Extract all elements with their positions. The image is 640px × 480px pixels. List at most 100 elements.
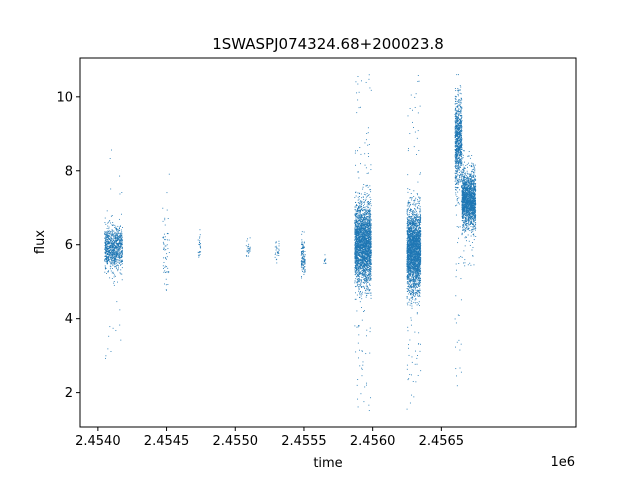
- data-point: [198, 252, 200, 254]
- data-point: [406, 267, 408, 269]
- data-point: [409, 189, 411, 190]
- data-point: [104, 255, 106, 257]
- data-point: [116, 261, 118, 263]
- data-point: [247, 238, 248, 240]
- data-point: [164, 265, 166, 267]
- data-point: [360, 229, 362, 231]
- data-point: [361, 276, 363, 278]
- data-point: [407, 188, 409, 190]
- data-point: [358, 245, 360, 247]
- data-point: [105, 250, 107, 251]
- data-point: [363, 233, 365, 234]
- data-point: [358, 171, 360, 173]
- data-point: [365, 276, 367, 277]
- data-point: [416, 313, 418, 315]
- data-point: [412, 221, 414, 223]
- data-point: [355, 229, 357, 230]
- data-point: [364, 225, 366, 226]
- data-point: [361, 222, 363, 224]
- data-point: [120, 243, 122, 245]
- data-point: [112, 243, 114, 245]
- data-point: [369, 223, 371, 225]
- data-point: [363, 250, 365, 252]
- data-point: [370, 236, 372, 238]
- data-point: [113, 247, 115, 248]
- data-point: [361, 262, 363, 264]
- data-point: [369, 252, 371, 254]
- data-point: [116, 231, 118, 233]
- data-point: [120, 237, 122, 239]
- data-point: [108, 254, 110, 256]
- data-point: [108, 242, 110, 244]
- data-point: [358, 275, 360, 276]
- data-point: [354, 282, 356, 284]
- data-point: [121, 260, 123, 262]
- data-point: [368, 229, 370, 231]
- data-point: [106, 253, 108, 255]
- data-point: [368, 278, 370, 280]
- data-point: [324, 254, 326, 256]
- data-point: [362, 258, 364, 260]
- data-point: [361, 270, 363, 272]
- data-point: [355, 242, 357, 243]
- data-point: [355, 238, 357, 239]
- data-point: [357, 228, 359, 230]
- data-point: [106, 259, 108, 261]
- data-point: [365, 290, 367, 292]
- data-point: [354, 262, 356, 264]
- data-point: [363, 263, 365, 264]
- data-point: [358, 271, 359, 273]
- data-point: [368, 247, 369, 249]
- data-point: [112, 238, 114, 240]
- data-point: [115, 237, 117, 239]
- data-point: [413, 290, 414, 292]
- data-point: [354, 208, 356, 210]
- data-point: [366, 252, 368, 253]
- data-point: [365, 265, 367, 267]
- data-point: [359, 255, 361, 257]
- data-point: [415, 285, 417, 286]
- data-point: [359, 267, 361, 269]
- data-point: [362, 227, 363, 229]
- data-point: [363, 278, 365, 280]
- data-point: [357, 268, 359, 270]
- data-point: [407, 232, 409, 234]
- data-point: [369, 185, 371, 187]
- data-point: [121, 244, 123, 245]
- data-point: [354, 223, 356, 225]
- data-point: [303, 258, 305, 260]
- data-point: [360, 225, 362, 227]
- data-point: [162, 265, 164, 267]
- data-point: [112, 235, 114, 237]
- data-point: [111, 229, 113, 231]
- data-point: [116, 252, 118, 254]
- data-point: [302, 243, 304, 245]
- data-point: [357, 209, 359, 211]
- data-point: [369, 263, 371, 264]
- data-point: [111, 232, 113, 234]
- data-point: [303, 246, 304, 248]
- data-point: [114, 261, 116, 263]
- data-point: [419, 212, 421, 214]
- data-point: [366, 266, 367, 268]
- data-point: [418, 303, 419, 305]
- data-point: [411, 374, 412, 376]
- data-point: [364, 218, 366, 220]
- data-point: [304, 254, 306, 256]
- data-point: [361, 293, 363, 295]
- data-point: [363, 208, 365, 210]
- data-point: [363, 233, 365, 235]
- data-point: [408, 268, 409, 270]
- data-point: [116, 240, 118, 242]
- data-point: [107, 241, 109, 243]
- data-point: [116, 242, 118, 244]
- data-point: [113, 256, 115, 258]
- data-point: [408, 220, 410, 222]
- data-point: [363, 231, 365, 233]
- data-point: [366, 133, 368, 134]
- data-point: [420, 230, 422, 232]
- data-point: [370, 255, 372, 256]
- data-point: [363, 245, 365, 247]
- data-point: [355, 274, 356, 276]
- data-point: [358, 252, 360, 254]
